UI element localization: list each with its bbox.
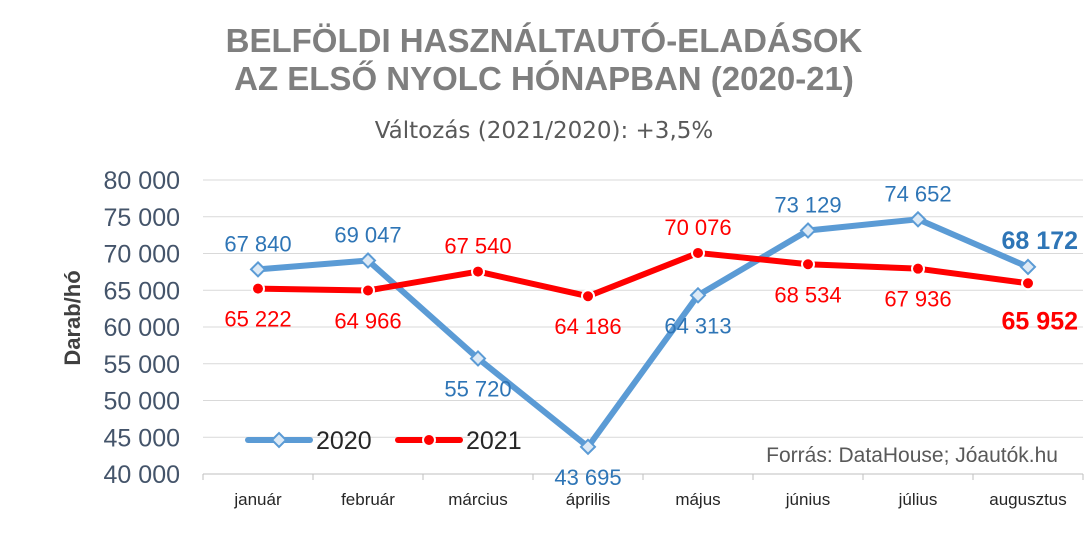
y-tick-label: 75 000 <box>104 204 180 232</box>
y-tick-label: 65 000 <box>104 277 180 305</box>
data-label-2020: 67 840 <box>224 231 291 256</box>
y-axis: 40 000 45 000 50 000 55 000 60 000 65 000 70 0… <box>104 167 180 489</box>
chart-subtitle: Változás (2021/2020): +3,5% <box>374 118 714 144</box>
chart-title: BELFÖLDI HASZNÁLTAUTÓ-ELADÁSOK AZ ELSŐ N… <box>0 22 1088 98</box>
y-tick-label: 70 000 <box>104 241 180 269</box>
grid-lines <box>203 179 1083 475</box>
x-tick-label: január <box>233 490 282 509</box>
data-point-2021 <box>581 289 595 304</box>
data-label-2021: 68 534 <box>774 282 841 307</box>
data-point-2020 <box>469 350 487 367</box>
data-label-2021: 67 936 <box>884 287 951 312</box>
data-label-2020: 69 047 <box>334 223 401 248</box>
legend: 2020 2021 <box>245 427 522 455</box>
data-point-2020 <box>359 252 377 269</box>
legend-label-2020: 2020 <box>316 427 372 455</box>
data-label-2021: 65 952 <box>1002 307 1078 335</box>
y-tick-label: 80 000 <box>104 167 180 195</box>
series-layer <box>249 210 1037 456</box>
x-tick-label: július <box>898 490 938 509</box>
data-point-2021 <box>691 245 705 260</box>
data-label-2020: 64 313 <box>664 313 731 338</box>
x-tick-label: április <box>566 490 610 509</box>
y-tick-label: 60 000 <box>104 314 180 342</box>
data-label-2020: 73 129 <box>774 193 841 218</box>
series-line-2021 <box>255 249 1031 300</box>
data-label-2020: 55 720 <box>444 376 511 401</box>
data-point-2020 <box>909 210 927 228</box>
data-point-2020 <box>799 222 817 239</box>
y-tick-label: 50 000 <box>104 388 180 416</box>
data-point-2021 <box>361 283 375 298</box>
data-point-2021 <box>1021 276 1035 291</box>
data-point-2021 <box>471 264 485 279</box>
data-label-2021: 67 540 <box>444 234 511 259</box>
data-point-2020 <box>249 260 267 278</box>
y-tick-label: 45 000 <box>104 424 180 452</box>
data-point-2020 <box>1019 258 1037 276</box>
data-label-2021: 64 966 <box>334 308 401 333</box>
data-label-2021: 70 076 <box>664 215 731 240</box>
data-label-2021: 64 186 <box>554 314 621 339</box>
source-note: Forrás: DataHouse; Jóautók.hu <box>766 444 1058 467</box>
chart-title-line-1: BELFÖLDI HASZNÁLTAUTÓ-ELADÁSOK <box>225 22 863 59</box>
x-tick-label: augusztus <box>989 490 1067 509</box>
data-point-2021 <box>911 261 925 276</box>
data-label-2020: 68 172 <box>1002 227 1078 255</box>
data-point-2020 <box>579 438 597 456</box>
data-point-2020 <box>689 286 707 304</box>
legend-label-2021: 2021 <box>466 427 522 455</box>
data-point-2021 <box>801 257 815 272</box>
x-tick-label: február <box>341 490 395 509</box>
y-tick-label: 55 000 <box>104 351 180 379</box>
data-label-2021: 65 222 <box>224 307 291 332</box>
x-tick-label: március <box>448 490 508 509</box>
series-line-2020 <box>255 216 1031 450</box>
x-tick-label: június <box>785 490 830 509</box>
legend-marker-2021 <box>422 433 436 447</box>
data-label-2020: 43 695 <box>554 465 621 490</box>
x-tick-label: május <box>675 490 720 509</box>
data-labels: 67 840 69 047 55 720 43 695 64 313 73 129 74 6… <box>224 181 1078 490</box>
chart-title-line-2: AZ ELSŐ NYOLC HÓNAPBAN (2020-21) <box>234 60 854 97</box>
data-point-2021 <box>251 281 265 296</box>
y-axis-label: Darab/hó <box>60 270 85 365</box>
data-label-2020: 74 652 <box>884 181 951 206</box>
legend-marker-2020 <box>270 431 288 449</box>
x-axis: január február március április május június jú… <box>202 474 1084 509</box>
y-tick-label: 40 000 <box>104 461 180 489</box>
